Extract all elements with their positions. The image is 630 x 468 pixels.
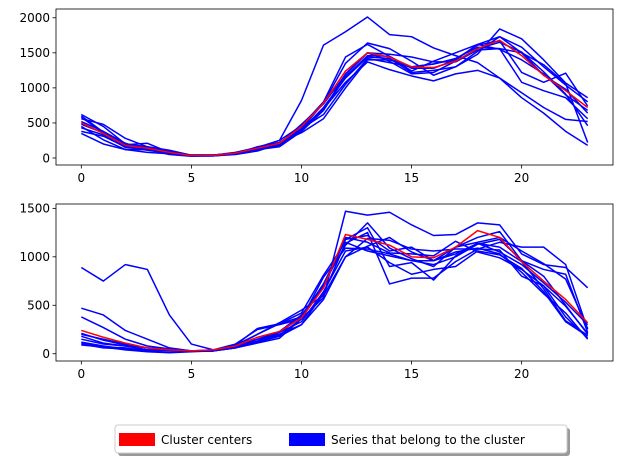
legend-swatch-cluster-members <box>289 433 325 446</box>
bottom-chart-member-1-line <box>80 236 589 351</box>
legend-label-cluster-centers: Cluster centers <box>161 433 252 447</box>
bottom-chart-x-tick-label: 20 <box>514 367 529 381</box>
top-chart-x-tick-label: 20 <box>514 171 529 185</box>
top-chart-y-tick-label: 1000 <box>19 81 50 95</box>
bottom-chart-y-tick-label: 1000 <box>19 250 50 264</box>
top-chart-x-tick-label: 0 <box>77 171 85 185</box>
top-chart-frame <box>55 8 614 166</box>
bottom-chart-x-tick-label: 15 <box>404 367 419 381</box>
bottom-chart-member-9-line <box>81 238 589 352</box>
bottom-chart-y-tick-label: 1500 <box>19 202 50 216</box>
top-chart-cluster-center-line <box>80 39 589 157</box>
top-chart: 0 5 10 15 20 0 500 1000 1500 2000 <box>19 8 614 185</box>
bottom-chart-cluster-center-line <box>81 229 589 352</box>
legend-swatch-cluster-centers <box>119 433 155 446</box>
bottom-chart-x-tick-label: 5 <box>188 367 196 381</box>
bottom-chart-member-2-line <box>81 210 589 352</box>
bottom-chart-x-tick-label: 0 <box>77 367 85 381</box>
top-chart-x-tick-label: 10 <box>294 171 309 185</box>
top-chart-member-9-line <box>81 40 589 156</box>
top-chart-x-tick-label: 5 <box>188 171 196 185</box>
legend-label-cluster-members: Series that belong to the cluster <box>331 433 525 447</box>
top-chart-y-tick-label: 500 <box>27 116 50 130</box>
legend-box <box>114 424 568 454</box>
bottom-chart-y-tick-label: 0 <box>42 347 50 361</box>
legend: Cluster centers Series that belong to th… <box>114 424 570 456</box>
top-chart-y-tick-label: 2000 <box>19 11 50 25</box>
bottom-chart-frame <box>55 203 614 362</box>
top-chart-x-tick-label: 15 <box>404 171 419 185</box>
top-chart-y-tick-label: 0 <box>42 151 50 165</box>
bottom-chart: 0 5 10 15 20 0 500 1000 1500 <box>19 202 614 381</box>
bottom-chart-y-tick-label: 500 <box>27 299 50 313</box>
bottom-chart-x-tick-label: 10 <box>294 367 309 381</box>
top-chart-member-10-line <box>80 41 589 157</box>
top-chart-y-tick-label: 1500 <box>19 46 50 60</box>
